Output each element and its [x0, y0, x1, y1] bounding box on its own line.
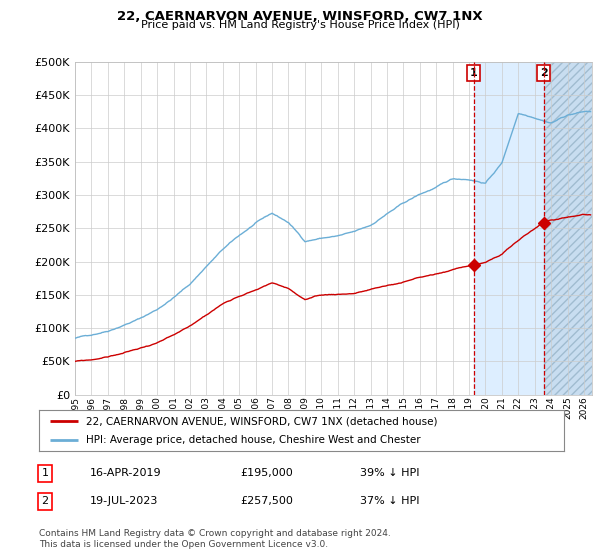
Text: 2: 2 [41, 496, 49, 506]
Bar [474, 62, 544, 395]
Text: 22, CAERNARVON AVENUE, WINSFORD, CW7 1NX: 22, CAERNARVON AVENUE, WINSFORD, CW7 1NX [117, 10, 483, 22]
Text: 37% ↓ HPI: 37% ↓ HPI [360, 496, 419, 506]
Text: 1: 1 [470, 68, 478, 78]
Text: HPI: Average price, detached house, Cheshire West and Chester: HPI: Average price, detached house, Ches… [86, 435, 421, 445]
Text: 2: 2 [540, 68, 547, 78]
Text: 16-APR-2019: 16-APR-2019 [90, 468, 161, 478]
Text: 39% ↓ HPI: 39% ↓ HPI [360, 468, 419, 478]
Text: £195,000: £195,000 [240, 468, 293, 478]
Text: 19-JUL-2023: 19-JUL-2023 [90, 496, 158, 506]
Text: £257,500: £257,500 [240, 496, 293, 506]
Bar [544, 62, 592, 395]
Bar [544, 62, 592, 395]
Text: 22, CAERNARVON AVENUE, WINSFORD, CW7 1NX (detached house): 22, CAERNARVON AVENUE, WINSFORD, CW7 1NX… [86, 417, 438, 426]
Text: Contains HM Land Registry data © Crown copyright and database right 2024.
This d: Contains HM Land Registry data © Crown c… [39, 529, 391, 549]
Text: 1: 1 [41, 468, 49, 478]
Text: Price paid vs. HM Land Registry's House Price Index (HPI): Price paid vs. HM Land Registry's House … [140, 20, 460, 30]
